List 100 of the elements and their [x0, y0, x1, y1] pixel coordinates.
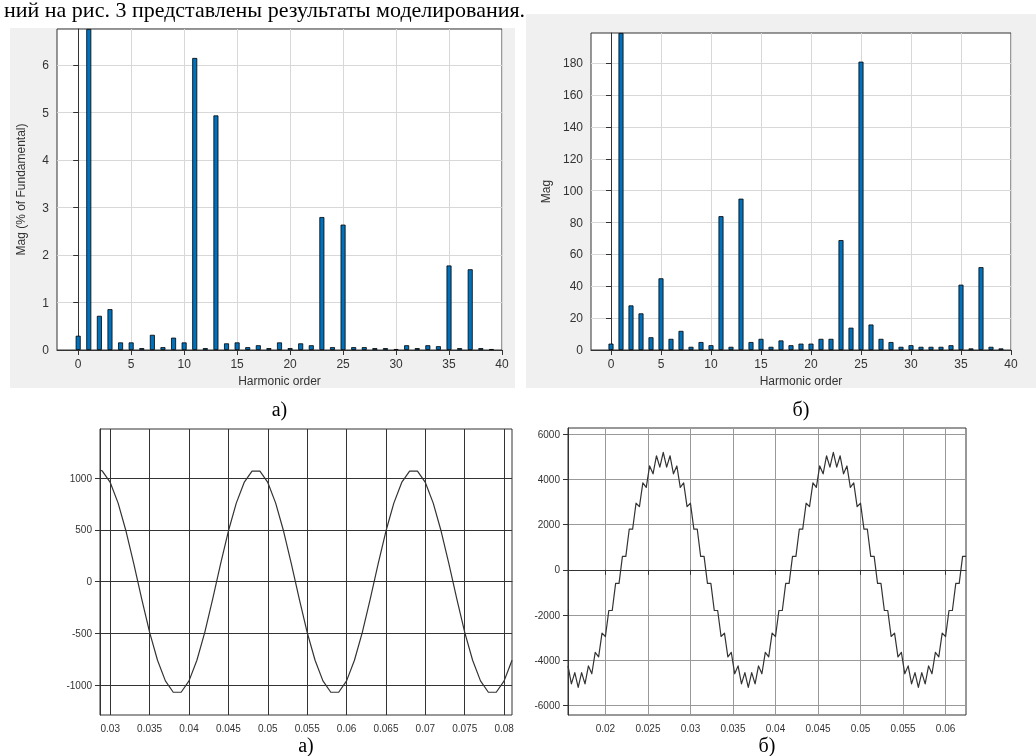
y-tick-label: 0 [42, 343, 50, 357]
x-tick-label: 35 [442, 357, 457, 371]
bar [319, 217, 325, 350]
x-tick-label: 5 [127, 357, 135, 371]
y-tick-label: 6000 [537, 428, 561, 440]
y-tick-label: 60 [569, 247, 584, 262]
y-tick-label: -1000 [66, 679, 93, 691]
x-tick-label: 0.04 [765, 722, 786, 734]
bar [748, 342, 754, 350]
y-tick-label: 1000 [69, 472, 93, 484]
y-tick-label: 0 [576, 343, 584, 357]
y-tick-label: 140 [562, 119, 584, 134]
x-tick-label: 0.055 [890, 722, 917, 734]
bar [768, 346, 774, 350]
x-tick-label: 40 [495, 357, 509, 371]
x-tick-label: 0.02 [595, 722, 616, 734]
y-tick-label: 40 [569, 279, 584, 294]
y-tick-label: 0 [554, 564, 561, 576]
bar [340, 224, 346, 350]
bar [181, 342, 187, 350]
bar [128, 342, 134, 350]
x-tick-label: 0.04 [179, 722, 200, 734]
bar [838, 240, 844, 350]
y-tick-label: 6 [42, 58, 50, 73]
x-tick-label: 25 [854, 357, 868, 371]
bar [435, 346, 441, 350]
bar [848, 327, 854, 350]
bar [234, 342, 240, 350]
bar [425, 345, 431, 350]
x-tick-label: 0.07 [415, 722, 436, 734]
bar [958, 284, 964, 350]
text: б) [791, 398, 811, 420]
x-tick-label: 0.03 [100, 722, 121, 734]
x-tick-label: 0.08 [494, 722, 515, 734]
bar [948, 345, 954, 350]
y-tick-label: 100 [562, 183, 584, 198]
bar [818, 338, 824, 350]
bar [608, 343, 614, 350]
y-axis-title: Mag (% of Fundamental) [14, 123, 28, 256]
y-tick-label: 3 [42, 200, 50, 215]
text: ний на рис. 3 представлены результаты моделирования. [4, 0, 526, 23]
bar [668, 338, 674, 350]
bar [404, 345, 410, 350]
bar [149, 334, 155, 350]
bar [308, 345, 314, 350]
y-tick-label: 0 [86, 576, 93, 588]
bar [213, 115, 219, 350]
bar [878, 338, 884, 350]
x-tick-label: 40 [1004, 357, 1018, 371]
y-tick-label: -500 [71, 627, 93, 639]
x-axis-title: Harmonic order [238, 373, 321, 388]
x-tick-label: 10 [177, 357, 192, 371]
y-tick-label: 4 [42, 153, 50, 168]
x-tick-label: 30 [389, 357, 404, 371]
x-tick-label: 0.065 [373, 722, 399, 734]
bar [798, 343, 804, 350]
y-tick-label: 160 [562, 88, 584, 103]
bar [224, 343, 230, 350]
x-tick-label: 35 [954, 357, 968, 371]
bar [192, 57, 198, 350]
bar [171, 337, 177, 350]
bar [688, 346, 694, 350]
bar [718, 216, 724, 350]
bar [858, 61, 864, 350]
bar [728, 346, 734, 350]
bar [638, 313, 644, 350]
bar [618, 33, 624, 350]
x-tick-label: 5 [657, 357, 665, 371]
bar [255, 345, 261, 350]
x-tick-label: 20 [283, 357, 298, 371]
x-tick-label: 20 [804, 357, 818, 371]
y-axis-title: Mag [539, 179, 554, 204]
bar [938, 346, 944, 350]
x-tick-label: 15 [754, 357, 768, 371]
x-tick-label: 0.045 [805, 722, 831, 734]
bar [446, 265, 452, 350]
bar [918, 346, 924, 350]
bar [467, 269, 473, 350]
x-tick-label: 10 [704, 357, 718, 371]
bar [758, 338, 764, 350]
x-tick-label: 0.035 [720, 722, 746, 734]
bar [245, 347, 251, 350]
bar [678, 330, 684, 350]
bar [868, 324, 874, 350]
bar [738, 198, 744, 350]
y-tick-label: -2000 [534, 609, 561, 621]
y-tick-label: 2000 [537, 519, 561, 531]
y-tick-label: 500 [75, 524, 93, 536]
x-tick-label: 0.045 [215, 722, 242, 734]
x-tick-label: 0.035 [137, 722, 163, 734]
bar [988, 346, 994, 350]
y-tick-label: 20 [569, 311, 584, 326]
bar [75, 335, 81, 350]
x-tick-label: 30 [904, 357, 918, 371]
bar [708, 345, 714, 350]
bar [86, 29, 92, 350]
bar [628, 305, 634, 350]
y-tick-label: 4000 [537, 474, 561, 485]
x-axis-title: Harmonic order [759, 373, 843, 388]
y-tick-label: 5 [42, 105, 50, 120]
